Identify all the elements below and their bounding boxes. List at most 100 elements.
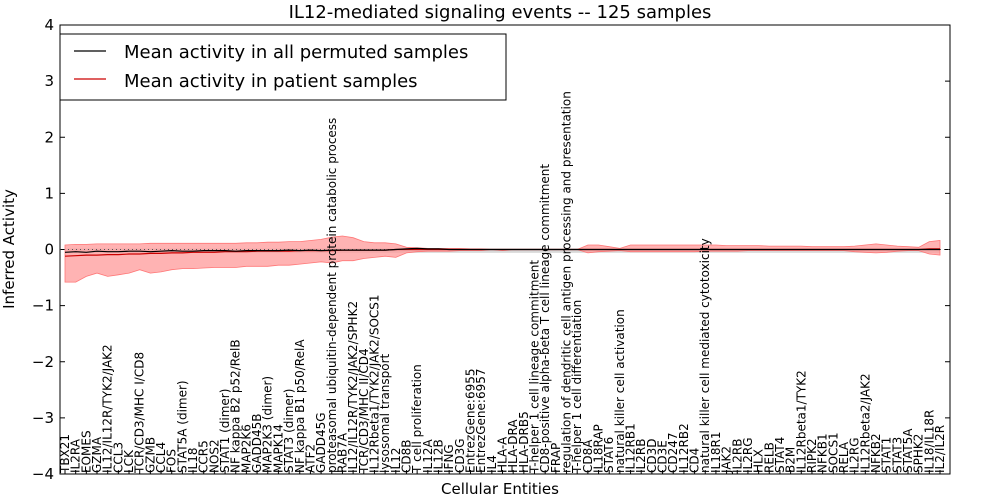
x-tick-label: IL12B bbox=[432, 439, 446, 473]
x-tick-label: CCR5 bbox=[197, 440, 211, 473]
x-tick-label: TCR/CD3/MHC II/CD4 bbox=[357, 348, 371, 474]
x-tick-label: SPHK2 bbox=[912, 434, 926, 473]
x-tick-label: IL2RA bbox=[69, 438, 83, 473]
y-tick-label: 4 bbox=[44, 16, 54, 34]
x-tick-label: IL12Rbeta1/TYK2/JAK2/SOCS1 bbox=[368, 294, 382, 473]
x-tick-label: RELA bbox=[837, 441, 851, 473]
x-tick-label: T-helper 1 cell lineage commitment bbox=[528, 260, 542, 474]
x-tick-label: NFKB2 bbox=[869, 433, 883, 473]
x-tick-label: CD4 bbox=[688, 448, 702, 473]
y-tick-label: −1 bbox=[32, 297, 54, 315]
x-tick-label: STAT5A bbox=[901, 428, 915, 473]
x-tick-label: natural killer cell activation bbox=[613, 309, 627, 473]
x-tick-label: GZMA bbox=[90, 436, 104, 473]
y-axis-label: Inferred Activity bbox=[0, 189, 18, 309]
x-tick-label: CD8B bbox=[400, 440, 414, 474]
x-tick-label: MAPK14 bbox=[271, 424, 285, 473]
x-tick-label: lysosomal transport bbox=[378, 353, 392, 473]
x-tick-label: IL12Rbeta2/JAK2 bbox=[858, 373, 872, 473]
x-tick-label: IL12RB2 bbox=[677, 423, 691, 473]
x-tick-label: MAP2K6 bbox=[239, 424, 253, 473]
x-tick-label: STAT3 (dimer) bbox=[282, 389, 296, 473]
x-tick-label: IL12/IL12R/TYK2/JAK2/SPHK2 bbox=[346, 301, 360, 473]
x-tick-label: CD8-positive alpha-beta T cell lineage c… bbox=[538, 164, 552, 473]
x-tick-label: IL18 bbox=[186, 448, 200, 474]
legend-patient-label: Mean activity in patient samples bbox=[124, 71, 418, 92]
x-tick-label: CCL4 bbox=[154, 442, 168, 473]
y-axis: −4 −3 −2 −1 0 1 2 3 4 bbox=[32, 16, 950, 483]
x-tick-label: B2M bbox=[784, 447, 798, 473]
x-tick-label: SOCS1 bbox=[826, 432, 840, 473]
x-tick-label: STAT6 bbox=[602, 437, 616, 473]
x-tick-label: HLA-DRB5 bbox=[517, 411, 531, 473]
x-tick-label: STAT1 (dimer) bbox=[218, 389, 232, 473]
x-tick-label: IL12/IL12R/TYK2/JAK2 bbox=[101, 344, 115, 473]
x-tick-label: IL2RB bbox=[634, 439, 648, 473]
x-tick-label: IL18R1 bbox=[709, 432, 723, 473]
x-tick-label: EntrezGene:6955 bbox=[464, 369, 478, 474]
y-tick-label: −4 bbox=[32, 465, 54, 483]
x-tick-label: CD3D bbox=[645, 439, 659, 474]
plot-area bbox=[60, 235, 950, 283]
x-tick-label: STAT3 bbox=[890, 437, 904, 473]
x-tick-label: NF kappa B2 p52/RelB bbox=[229, 339, 243, 473]
x-tick-label: MAP2K3 (dimer) bbox=[261, 376, 275, 473]
x-tick-label: ATF2 bbox=[303, 444, 317, 473]
x-tick-label: FRAP bbox=[549, 443, 563, 473]
x-tick-label: IL4 bbox=[485, 455, 499, 473]
x-tick-label: natural killer cell mediated cytotoxicit… bbox=[698, 238, 712, 473]
x-tick-label: HLA-A bbox=[496, 436, 510, 473]
x-tick-label: RIPK2 bbox=[805, 438, 819, 473]
x-tick-label: GADD45B bbox=[250, 414, 264, 474]
x-tick-label: TCR/CD3/MHC I/CD8 bbox=[133, 352, 147, 474]
x-tick-label: regulation of dendritic cell antigen pro… bbox=[560, 91, 574, 473]
x-tick-label: CD8A bbox=[581, 439, 595, 473]
x-tick-label: IL12Rbeta1/TYK2 bbox=[794, 370, 808, 473]
x-tick-label: GZMB bbox=[143, 437, 157, 473]
legend-permuted-label: Mean activity in all permuted samples bbox=[124, 42, 468, 63]
x-tick-label: IL18/IL18R bbox=[922, 410, 936, 473]
y-tick-label: 0 bbox=[44, 241, 54, 259]
x-tick-label: RELB bbox=[762, 442, 776, 473]
x-tick-label: JAK2 bbox=[720, 446, 734, 474]
x-tick-labels: TBX21IL2RAEOMESGZMAIL12/IL12R/TYK2/JAK2C… bbox=[58, 91, 947, 474]
y-tick-label: 3 bbox=[44, 72, 54, 90]
x-tick-label: STAT5A (dimer) bbox=[175, 380, 189, 473]
x-tick-label: IL2RG bbox=[741, 438, 755, 474]
x-tick-label: IL12RB1 bbox=[624, 423, 638, 473]
x-tick-label: IL2/IL2R bbox=[933, 425, 947, 473]
x-tick-label: NF kappa B1 p50/RelA bbox=[293, 339, 307, 473]
x-tick-label: STAT4 bbox=[773, 437, 787, 473]
x-axis-label: Cellular Entities bbox=[441, 480, 559, 498]
x-tick-label: NFKB1 bbox=[816, 433, 830, 473]
patient-band bbox=[64, 235, 941, 283]
x-tick-label: T-helper 1 cell differentiation bbox=[570, 300, 584, 474]
x-tick-label: EntrezGene:6957 bbox=[474, 369, 488, 474]
legend: Mean activity in all permuted samples Me… bbox=[59, 33, 507, 101]
x-tick-label: RAB7A bbox=[335, 432, 349, 473]
legend-box bbox=[59, 33, 507, 101]
x-tick-label: CCL3 bbox=[111, 442, 125, 473]
x-tick-label: T cell proliferation bbox=[410, 364, 424, 474]
plot-frame bbox=[59, 24, 951, 475]
x-tick-label: TBX21 bbox=[58, 434, 72, 474]
y-tick-label: −2 bbox=[32, 353, 54, 371]
x-tick-label: STAT1 bbox=[880, 437, 894, 473]
x-tick-label: IFNG bbox=[442, 444, 456, 473]
x-tick-label: IL12 bbox=[389, 448, 403, 474]
x-tick-label: NOS2 bbox=[207, 439, 221, 473]
x-tick-label: GADD45G bbox=[314, 412, 328, 473]
x-tick-label: HLX bbox=[752, 449, 766, 473]
chart-title: IL12-mediated signaling events -- 125 sa… bbox=[289, 2, 712, 23]
x-tick-label: LCK bbox=[122, 449, 136, 473]
x-tick-label: IL12A bbox=[421, 439, 435, 473]
y-tick-label: −3 bbox=[32, 409, 54, 427]
x-tick-label: CD247 bbox=[666, 432, 680, 473]
y-tick-label: 2 bbox=[44, 128, 54, 146]
y-tick-label: 1 bbox=[44, 184, 54, 202]
x-tick-label: IL2RG bbox=[848, 438, 862, 474]
x-tick-label: FOS bbox=[165, 449, 179, 473]
x-tick-label: CD3G bbox=[453, 438, 467, 473]
x-tick-label: CD3E bbox=[656, 440, 670, 473]
